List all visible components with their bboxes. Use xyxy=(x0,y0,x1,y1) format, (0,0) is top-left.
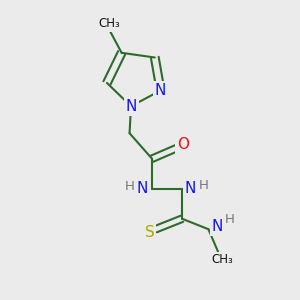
Text: N: N xyxy=(125,99,137,114)
Text: H: H xyxy=(199,179,208,192)
Text: CH₃: CH₃ xyxy=(212,253,233,266)
Text: N: N xyxy=(137,181,148,196)
Text: O: O xyxy=(177,137,189,152)
Text: N: N xyxy=(185,181,196,196)
Text: CH₃: CH₃ xyxy=(99,17,121,30)
Text: N: N xyxy=(212,219,223,234)
Text: H: H xyxy=(124,180,134,193)
Text: H: H xyxy=(225,213,235,226)
Text: N: N xyxy=(155,83,166,98)
Text: S: S xyxy=(145,225,154,240)
